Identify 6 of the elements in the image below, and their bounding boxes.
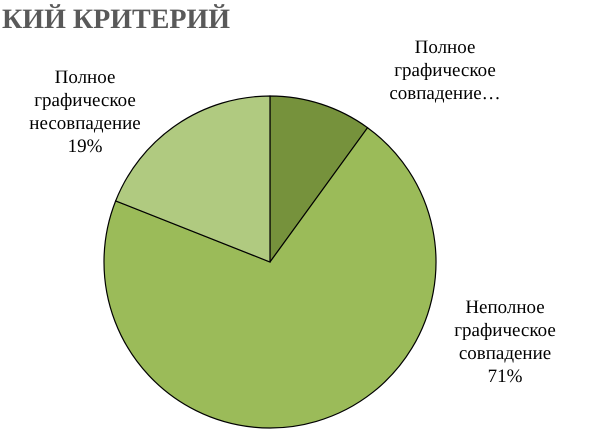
slice-label: Неполное графическое совпадение bbox=[454, 297, 556, 364]
slice-label: Полное графическое совпадение… bbox=[389, 37, 501, 104]
data-label: 19% bbox=[68, 136, 103, 157]
chart-title: КИЙ КРИТЕРИЙ bbox=[2, 4, 230, 35]
data-label: 71% bbox=[488, 366, 523, 387]
slice-label: Полное графическое несовпадение bbox=[29, 67, 141, 134]
